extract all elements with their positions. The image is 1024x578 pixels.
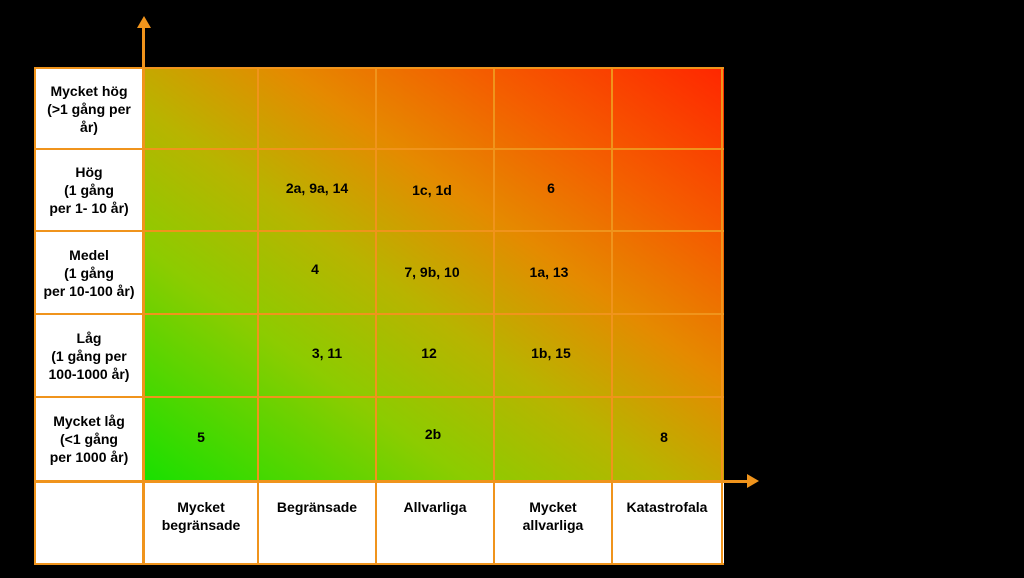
x-axis-arrow-icon (747, 474, 759, 488)
grid-line (34, 230, 724, 232)
risk-cell-entry: 1c, 1d (412, 182, 452, 198)
grid-line (34, 563, 724, 565)
likelihood-label: Hög (1 gång per 1- 10 år) (49, 164, 129, 216)
grid-line (721, 67, 723, 565)
grid-line (375, 67, 377, 565)
risk-cell-entry: 1b, 15 (531, 345, 571, 361)
consequence-label-row (34, 481, 724, 565)
risk-cell-entry: 3, 11 (311, 345, 343, 361)
risk-cell-entry: 1a, 13 (529, 264, 569, 280)
likelihood-label: Medel (1 gång per 10-100 år) (43, 246, 135, 299)
risk-cell-entry: 5 (197, 429, 205, 445)
grid-line (611, 67, 613, 565)
risk-cell-entry: 4 (311, 261, 319, 277)
grid-line (34, 148, 724, 150)
grid-line (34, 67, 36, 565)
consequence-label: Begränsade (276, 499, 358, 515)
risk-cell-entry: 6 (547, 180, 555, 196)
consequence-label: Mycket allvarliga (522, 499, 584, 533)
grid-line (34, 396, 724, 398)
risk-gradient-area (143, 67, 724, 481)
likelihood-label: Mycket hög (>1 gång per år) (47, 82, 131, 135)
consequence-label: Mycket begränsade (161, 499, 241, 533)
consequence-label: Allvarliga (403, 499, 467, 515)
risk-cell-entry: 12 (421, 345, 437, 361)
likelihood-label: Låg (1 gång per 100-1000 år) (48, 329, 130, 382)
x-axis (34, 480, 750, 483)
y-axis (142, 24, 145, 565)
likelihood-label-column (34, 67, 143, 481)
risk-cell-entry: 2a, 9a, 14 (285, 180, 349, 196)
risk-cell-entry: 2b (424, 426, 442, 442)
grid-line (34, 313, 724, 315)
grid-line (34, 67, 724, 69)
consequence-label: Katastrofala (626, 499, 708, 515)
grid-line (257, 67, 259, 565)
y-axis-arrow-icon (137, 16, 151, 28)
risk-cell-entry: 7, 9b, 10 (404, 264, 460, 280)
risk-cell-entry: 8 (660, 429, 668, 445)
likelihood-label: Mycket låg (<1 gång per 1000 år) (49, 413, 129, 465)
grid-line (493, 67, 495, 565)
